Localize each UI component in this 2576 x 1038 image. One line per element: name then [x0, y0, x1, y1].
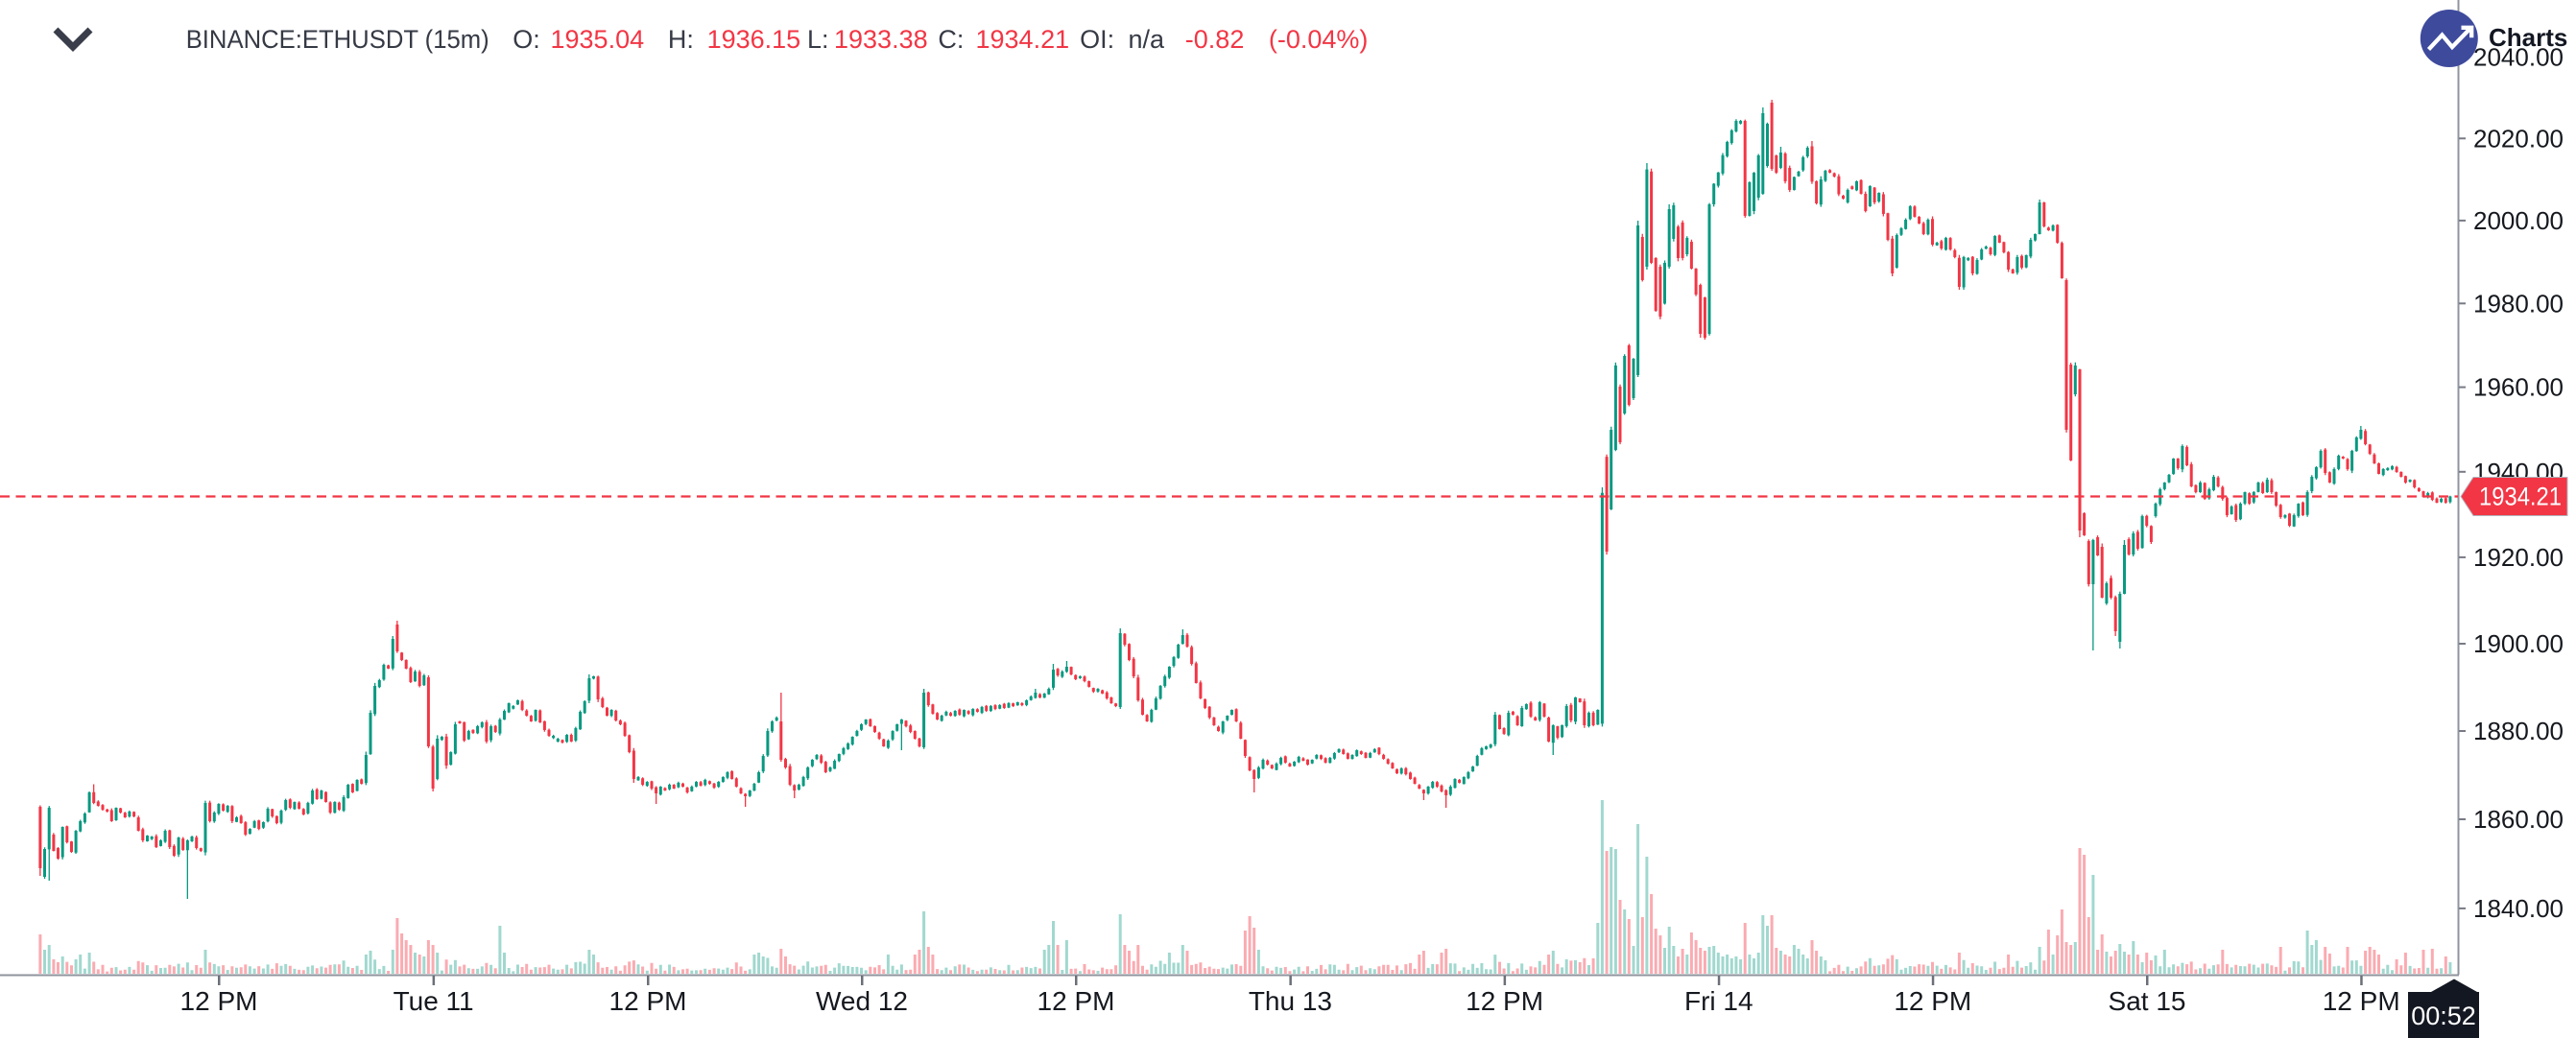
svg-text:1920.00: 1920.00 [2473, 543, 2564, 572]
svg-text:1900.00: 1900.00 [2473, 629, 2564, 658]
svg-text:12 PM: 12 PM [1038, 986, 1115, 1016]
svg-text:2020.00: 2020.00 [2473, 124, 2564, 153]
svg-text:1935.04: 1935.04 [551, 25, 645, 54]
svg-text:12 PM: 12 PM [180, 986, 258, 1016]
svg-text:1980.00: 1980.00 [2473, 289, 2564, 318]
svg-text:2000.00: 2000.00 [2473, 206, 2564, 235]
svg-text:1860.00: 1860.00 [2473, 805, 2564, 834]
svg-text:OI:: OI: [1080, 25, 1114, 54]
svg-text:(-0.04%): (-0.04%) [1269, 25, 1369, 54]
svg-text:1936.15: 1936.15 [707, 25, 801, 54]
svg-text:Sat 15: Sat 15 [2109, 986, 2186, 1016]
svg-text:1880.00: 1880.00 [2473, 717, 2564, 745]
svg-text:12 PM: 12 PM [1894, 986, 1971, 1016]
svg-text:00:52: 00:52 [2411, 1002, 2476, 1030]
svg-text:1840.00: 1840.00 [2473, 894, 2564, 923]
svg-text:O:: O: [513, 25, 540, 54]
svg-text:12 PM: 12 PM [609, 986, 687, 1016]
svg-text:Fri 14: Fri 14 [1684, 986, 1753, 1016]
svg-text:BINANCE:ETHUSDT (15m): BINANCE:ETHUSDT (15m) [186, 25, 489, 54]
svg-text:Charts by TradingView: Charts by TradingView [2489, 23, 2576, 52]
svg-text:1933.38: 1933.38 [834, 25, 928, 54]
svg-text:Tue 11: Tue 11 [394, 986, 474, 1016]
svg-text:L:: L: [807, 25, 829, 54]
svg-text:-0.82: -0.82 [1185, 25, 1245, 54]
svg-text:1934.21: 1934.21 [976, 25, 1070, 54]
svg-text:Wed 12: Wed 12 [816, 986, 908, 1016]
svg-text:C:: C: [938, 25, 964, 54]
svg-text:12 PM: 12 PM [1466, 986, 1543, 1016]
svg-text:n/a: n/a [1129, 25, 1166, 54]
svg-text:H:: H: [668, 25, 694, 54]
svg-text:1934.21: 1934.21 [2479, 483, 2562, 511]
svg-text:12 PM: 12 PM [2323, 986, 2400, 1016]
svg-text:Thu 13: Thu 13 [1249, 986, 1332, 1016]
svg-text:2040.00: 2040.00 [2473, 43, 2564, 72]
svg-text:1960.00: 1960.00 [2473, 373, 2564, 402]
